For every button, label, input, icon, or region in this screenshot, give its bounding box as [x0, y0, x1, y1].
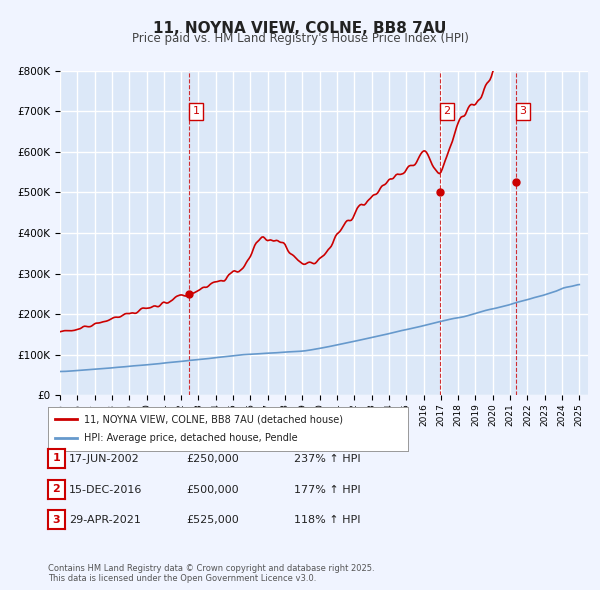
Text: 3: 3 [519, 106, 526, 116]
Text: 11, NOYNA VIEW, COLNE, BB8 7AU (detached house): 11, NOYNA VIEW, COLNE, BB8 7AU (detached… [84, 415, 343, 424]
Text: 118% ↑ HPI: 118% ↑ HPI [294, 516, 361, 525]
Text: 177% ↑ HPI: 177% ↑ HPI [294, 485, 361, 494]
Text: 1: 1 [193, 106, 200, 116]
Text: 2: 2 [443, 106, 451, 116]
Text: 15-DEC-2016: 15-DEC-2016 [69, 485, 142, 494]
Text: £525,000: £525,000 [186, 516, 239, 525]
Text: £500,000: £500,000 [186, 485, 239, 494]
Text: 17-JUN-2002: 17-JUN-2002 [69, 454, 140, 464]
Text: 237% ↑ HPI: 237% ↑ HPI [294, 454, 361, 464]
Text: Price paid vs. HM Land Registry's House Price Index (HPI): Price paid vs. HM Land Registry's House … [131, 32, 469, 45]
Text: Contains HM Land Registry data © Crown copyright and database right 2025.
This d: Contains HM Land Registry data © Crown c… [48, 563, 374, 583]
Text: 29-APR-2021: 29-APR-2021 [69, 516, 141, 525]
Text: 3: 3 [53, 515, 60, 525]
Text: 2: 2 [53, 484, 60, 494]
Text: HPI: Average price, detached house, Pendle: HPI: Average price, detached house, Pend… [84, 433, 298, 443]
Text: 1: 1 [53, 454, 60, 463]
Text: 11, NOYNA VIEW, COLNE, BB8 7AU: 11, NOYNA VIEW, COLNE, BB8 7AU [154, 21, 446, 35]
Text: £250,000: £250,000 [186, 454, 239, 464]
